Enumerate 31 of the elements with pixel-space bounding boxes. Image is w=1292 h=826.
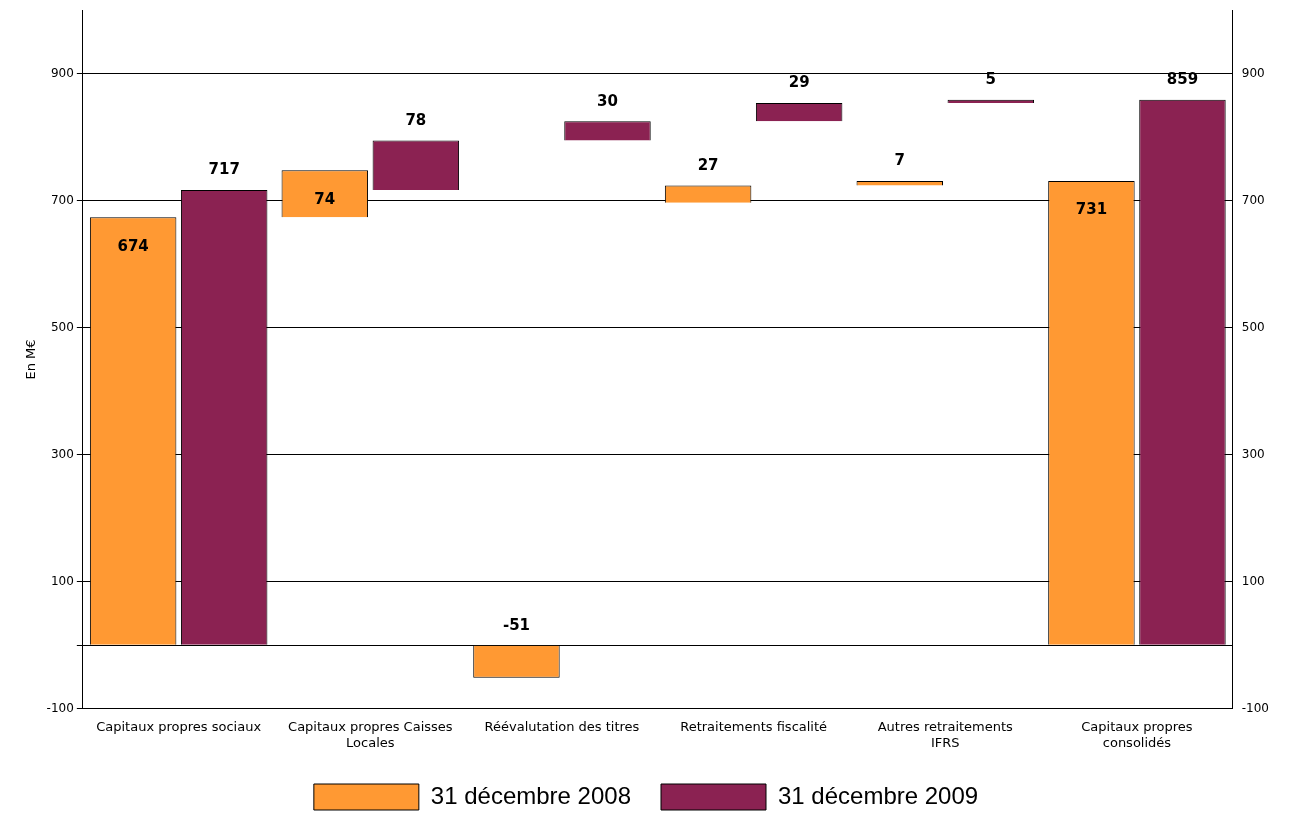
x-tick-label: Réévalutation des titres: [484, 718, 640, 734]
data-label: 74: [314, 189, 336, 208]
y-axis-title: En M€: [23, 339, 39, 380]
y-tick-label: -100: [46, 700, 74, 715]
y2-tick-label: 500: [1241, 319, 1265, 334]
x-tick-label: Capitaux propres sociaux: [96, 718, 262, 734]
data-label: 717: [208, 160, 240, 179]
data-label: 78: [405, 110, 427, 129]
x-tick-label: Capitaux propres Caisses Locales: [288, 718, 453, 750]
y-tick-label: 700: [50, 192, 74, 207]
y-tick-label: 300: [50, 446, 74, 461]
legend-label: 31 décembre 2008: [430, 781, 632, 809]
data-label: 30: [597, 91, 618, 110]
y-tick-label: 100: [50, 573, 74, 588]
data-label: 731: [1075, 200, 1108, 219]
y-tick-label: 900: [50, 65, 74, 80]
data-label: 27: [697, 155, 719, 174]
legend-label: 31 décembre 2009: [778, 781, 979, 809]
y2-tick-label: 700: [1241, 192, 1265, 207]
y2-tick-label: 900: [1241, 65, 1265, 80]
x-tick-label: Retraitements fiscalité: [680, 718, 828, 734]
y-tick-label: 500: [50, 319, 74, 334]
data-label: 674: [117, 236, 149, 255]
x-tick-label: Capitaux propres consolidés: [1081, 718, 1193, 750]
y2-tick-label: 100: [1241, 573, 1265, 588]
data-label: -51: [502, 616, 531, 635]
y2-tick-label: 300: [1241, 446, 1265, 461]
y2-tick-label: -100: [1241, 700, 1269, 715]
data-label: 7: [894, 151, 905, 170]
x-tick-label: Autres retraitements IFRS: [877, 718, 1014, 750]
data-label: 29: [788, 73, 810, 92]
